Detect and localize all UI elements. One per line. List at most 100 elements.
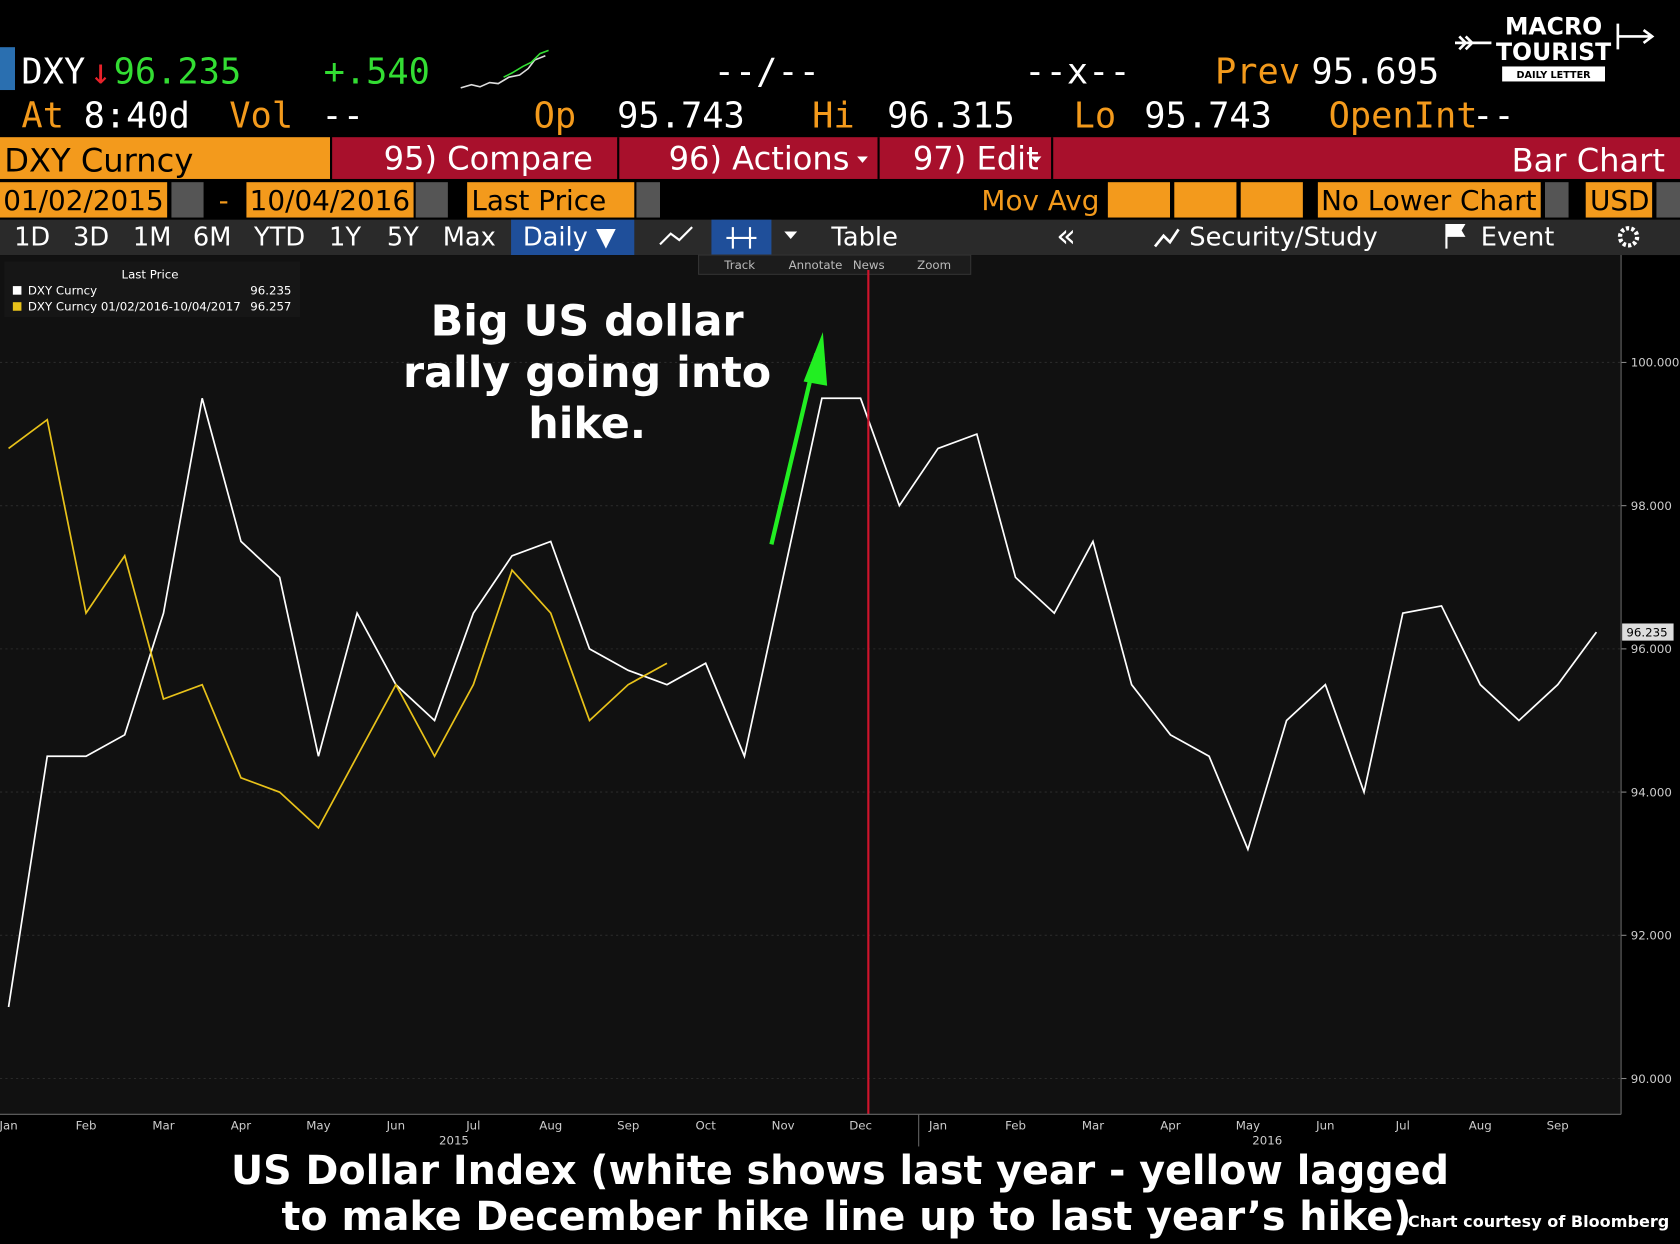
x-tick-label: Feb [76, 1118, 97, 1132]
legend-swatch [12, 302, 22, 311]
calendar-icon[interactable] [171, 182, 204, 218]
event[interactable]: Event [1481, 222, 1555, 252]
legend [4, 261, 301, 318]
x-group-label: 2016 [1252, 1133, 1282, 1147]
ma-box[interactable] [1107, 182, 1170, 218]
settings-icon[interactable] [1617, 226, 1640, 248]
vol-label: Vol [229, 96, 293, 137]
study: Mov Avg [981, 184, 1099, 217]
hi: 96.315 [887, 96, 1015, 137]
tool-strip [698, 254, 972, 275]
ma-box[interactable] [1174, 182, 1237, 218]
vol: -- [321, 96, 364, 137]
x-tick-label: Aug [1469, 1118, 1492, 1132]
dropdown-icon [1030, 156, 1042, 163]
period-button[interactable]: 5Y [387, 222, 419, 252]
dropdown[interactable] [1545, 182, 1569, 218]
currency: USD [1590, 184, 1650, 217]
field-box[interactable] [467, 182, 635, 218]
direction: ↓ [90, 52, 111, 93]
crosshair-icon[interactable] [726, 227, 757, 249]
legend-swatch [12, 286, 22, 295]
y-tick-label: 100.000 [1631, 356, 1680, 370]
security[interactable]: DXY Curncy [4, 141, 193, 179]
x-tick-label: Jun [386, 1118, 405, 1132]
compare[interactable]: 95) Compare [384, 139, 593, 177]
period-button[interactable]: 3D [73, 222, 109, 252]
period-button[interactable]: 1Y [329, 222, 361, 252]
chart-tool[interactable]: News [853, 258, 885, 272]
annotation: Big US dollar [431, 296, 744, 346]
x-tick-label: Nov [772, 1118, 795, 1132]
chart-tool[interactable]: Zoom [917, 258, 951, 272]
legend-value: 96.257 [250, 300, 291, 314]
line-icon[interactable] [659, 226, 693, 246]
logo-text: DAILY LETTER [1517, 70, 1592, 81]
x-tick-label: May [306, 1118, 330, 1132]
chart-tool[interactable]: Annotate [789, 258, 843, 272]
frequency-button[interactable] [511, 219, 635, 256]
sparkline-icon [460, 55, 546, 89]
collapse[interactable]: « [1056, 216, 1076, 254]
x-tick-label: Sep [1547, 1118, 1569, 1132]
legend-value: 96.235 [250, 284, 291, 298]
menu-bar [332, 137, 1680, 179]
period-button[interactable]: 6M [193, 222, 232, 252]
ma-box[interactable] [1240, 182, 1303, 218]
x-group-label: 2015 [439, 1133, 469, 1147]
edit[interactable]: 97) Edit [913, 139, 1039, 177]
frequency[interactable]: Daily ▼ [523, 222, 616, 252]
field: Last Price [471, 184, 606, 217]
at-label: At [21, 96, 64, 137]
period-button[interactable]: YTD [253, 222, 305, 252]
chart-tool[interactable]: Track [723, 258, 755, 272]
caption: US Dollar Index (white shows last year -… [231, 1148, 1449, 1194]
lower-chart-box[interactable] [1317, 182, 1541, 218]
op: 95.743 [617, 96, 745, 137]
dropdown-icon[interactable] [784, 231, 798, 239]
end-date-box[interactable] [246, 182, 414, 218]
annotation-arrowhead [803, 332, 828, 386]
table[interactable]: Table [830, 222, 897, 252]
series-line [7, 397, 1598, 1008]
x-tick-label: Mar [1082, 1118, 1104, 1132]
logo-band [1502, 66, 1605, 82]
y-tick-label: 96.000 [1631, 642, 1672, 656]
chart-type[interactable]: Bar Chart [1512, 141, 1665, 179]
dropdown[interactable] [636, 182, 660, 218]
lower-chart: No Lower Chart [1321, 184, 1537, 217]
period-button[interactable]: 1M [133, 222, 172, 252]
x-tick-label: Aug [539, 1118, 562, 1132]
ticker: DXY [21, 52, 85, 93]
logo-text: MACRO [1505, 12, 1602, 40]
y-tick-label: 98.000 [1631, 499, 1672, 513]
calendar-icon[interactable] [415, 182, 448, 218]
x-tick-label: Jan [0, 1118, 18, 1132]
op-label: Op [534, 96, 577, 137]
security-box[interactable] [0, 137, 330, 179]
lo: 95.743 [1144, 96, 1272, 137]
y-tick-label: 92.000 [1631, 929, 1672, 943]
dropdown[interactable] [1656, 182, 1680, 218]
annotation: rally going into [403, 348, 771, 398]
size: --x-- [1024, 52, 1130, 93]
credit: Chart courtesy of Bloomberg [1408, 1212, 1669, 1231]
change: +.540 [324, 52, 430, 93]
start-date: 01/02/2015 [3, 184, 163, 217]
prev: 95.695 [1311, 52, 1439, 93]
x-tick-label: Jan [928, 1118, 947, 1132]
lo-label: Lo [1074, 96, 1117, 137]
legend-label: DXY Curncy 01/02/2016-10/04/2017 [28, 300, 241, 314]
x-tick-label: Apr [231, 1118, 252, 1132]
period-button[interactable]: Max [443, 222, 496, 252]
study-icon [1153, 228, 1180, 248]
actions[interactable]: 96) Actions [669, 139, 850, 177]
period-button[interactable]: 1D [14, 222, 50, 252]
start-date-box[interactable] [0, 182, 168, 218]
logo: MACRO TOURIST DAILY LETTER [1455, 12, 1655, 82]
security-study[interactable]: Security/Study [1189, 222, 1377, 252]
bid-ask: --/-- [714, 52, 820, 93]
currency-box[interactable] [1585, 182, 1653, 218]
last-value-box [1622, 623, 1674, 641]
